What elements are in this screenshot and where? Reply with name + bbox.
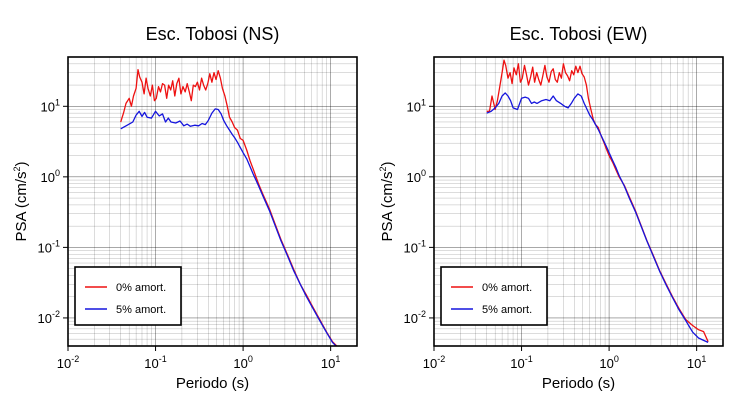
x-axis-label: Periodo (s) <box>542 375 615 392</box>
tick-exponent: -2 <box>418 309 426 319</box>
tick-exponent: -1 <box>418 238 426 248</box>
tick-exponent: 0 <box>55 168 60 178</box>
tick-base: 10 <box>321 356 335 371</box>
x-tick-labels: 10-2 10-1 100 101 <box>57 346 340 371</box>
y-tick-label: 10-1 <box>38 238 60 255</box>
plot-area <box>120 69 338 346</box>
tick-exponent: 0 <box>248 354 253 364</box>
legend-label-0pct: 0% amort. <box>116 282 166 294</box>
x-tick-label: 100 <box>599 354 618 371</box>
legend-box <box>74 266 182 326</box>
legend-label-5pct: 5% amort. <box>482 304 532 316</box>
tick-exponent: -2 <box>71 354 79 364</box>
y-axis-label-end: ) <box>379 161 396 166</box>
x-tick-label: 101 <box>687 354 706 371</box>
series-line-5pct <box>120 108 337 346</box>
legend-label-5pct: 5% amort. <box>116 304 166 316</box>
x-tick-label: 101 <box>321 354 340 371</box>
x-tick-label: 10-2 <box>57 354 79 371</box>
series-line-5pct <box>486 92 709 343</box>
x-tick-label: 10-1 <box>510 354 532 371</box>
tick-base: 10 <box>233 356 247 371</box>
series-line-0pct <box>120 69 338 346</box>
tick-exponent: 1 <box>335 354 340 364</box>
chart-title: Esc. Tobosi (EW) <box>510 24 648 44</box>
axes-frame <box>433 56 724 347</box>
y-axis-label-base: PSA (cm/s <box>13 172 30 242</box>
tick-base: 10 <box>144 356 158 371</box>
y-axis-label: PSA (cm/s2) <box>12 161 30 241</box>
y-axis-label-exponent: 2 <box>12 166 22 171</box>
tick-exponent: 0 <box>614 354 619 364</box>
series-lines <box>486 59 709 343</box>
x-axis-label: Periodo (s) <box>176 375 249 392</box>
tick-base: 10 <box>38 311 52 326</box>
tick-base: 10 <box>57 356 71 371</box>
tick-base: 10 <box>423 356 437 371</box>
x-tick-label: 100 <box>233 354 252 371</box>
y-tick-label: 10-2 <box>38 309 60 326</box>
x-tick-label: 10-2 <box>423 354 445 371</box>
tick-base: 10 <box>407 99 421 114</box>
y-axis-label: PSA (cm/s2) <box>378 161 396 241</box>
legend: 0% amort. 5% amort. <box>440 266 548 326</box>
tick-base: 10 <box>41 170 55 185</box>
legend-label-0pct: 0% amort. <box>482 282 532 294</box>
y-axis-label-base: PSA (cm/s <box>379 172 396 242</box>
tick-exponent: -1 <box>52 238 60 248</box>
y-tick-label: 100 <box>41 168 60 185</box>
tick-exponent: -1 <box>525 354 533 364</box>
tick-exponent: -1 <box>159 354 167 364</box>
legend-box <box>440 266 548 326</box>
legend: 0% amort. 5% amort. <box>74 266 182 326</box>
tick-base: 10 <box>404 240 418 255</box>
y-tick-label: 101 <box>41 97 60 114</box>
tick-base: 10 <box>407 170 421 185</box>
y-axis-label-end: ) <box>13 161 30 166</box>
tick-exponent: 0 <box>421 168 426 178</box>
y-tick-label: 10-2 <box>404 309 426 326</box>
tick-exponent: -2 <box>437 354 445 364</box>
tick-base: 10 <box>599 356 613 371</box>
tick-exponent: 1 <box>701 354 706 364</box>
grid <box>67 56 358 347</box>
x-tick-labels: 10-2 10-1 100 101 <box>423 346 706 371</box>
series-lines <box>120 69 338 346</box>
y-axis-label-exponent: 2 <box>378 166 388 171</box>
y-tick-label: 101 <box>407 97 426 114</box>
chart-title: Esc. Tobosi (NS) <box>146 24 280 44</box>
tick-base: 10 <box>404 311 418 326</box>
tick-exponent: -2 <box>52 309 60 319</box>
tick-base: 10 <box>687 356 701 371</box>
tick-base: 10 <box>38 240 52 255</box>
tick-base: 10 <box>510 356 524 371</box>
axes-frame <box>67 56 358 347</box>
plot-area <box>486 59 709 343</box>
tick-exponent: 1 <box>421 97 426 107</box>
y-tick-label: 10-1 <box>404 238 426 255</box>
y-tick-label: 100 <box>407 168 426 185</box>
x-tick-label: 10-1 <box>144 354 166 371</box>
tick-base: 10 <box>41 99 55 114</box>
tick-exponent: 1 <box>55 97 60 107</box>
